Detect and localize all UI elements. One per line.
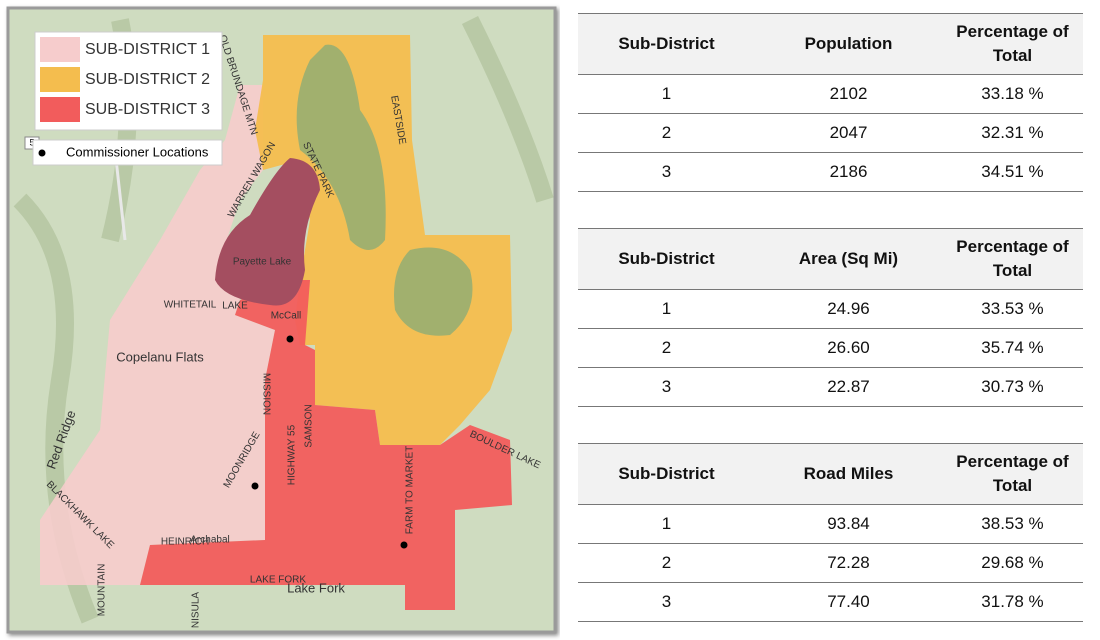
table-cell: 24.96 bbox=[755, 289, 942, 329]
header-row: Sub-District Road Miles Percentage of Tota… bbox=[578, 443, 1083, 505]
legend-swatch bbox=[40, 37, 80, 62]
table-cell: 31.78 % bbox=[942, 582, 1083, 622]
table-row: 3 22.87 30.73 % bbox=[578, 367, 1083, 407]
table-cell: 35.74 % bbox=[942, 328, 1083, 368]
table-cell: 34.51 % bbox=[942, 152, 1083, 192]
table-cell: 1 bbox=[578, 289, 755, 329]
table-row: 1 2102 33.18 % bbox=[578, 74, 1083, 114]
table-cell: 2 bbox=[578, 543, 755, 583]
column-header: Percentage of Total bbox=[942, 228, 1083, 290]
legend-swatch bbox=[40, 67, 80, 92]
table-row: 2 72.28 29.68 % bbox=[578, 543, 1083, 583]
column-header: Population bbox=[755, 13, 942, 75]
map-label: McCall bbox=[271, 311, 302, 322]
table-row: 1 24.96 33.53 % bbox=[578, 289, 1083, 329]
legend-label: SUB-DISTRICT 2 bbox=[85, 71, 210, 88]
table-cell: 1 bbox=[578, 504, 755, 544]
column-header: Road Miles bbox=[755, 443, 942, 505]
legend-label: SUB-DISTRICT 3 bbox=[85, 101, 210, 118]
commissioner-dots bbox=[251, 335, 408, 549]
column-header: Area (Sq Mi) bbox=[755, 228, 942, 290]
table-cell: 1 bbox=[578, 74, 755, 114]
table-cell: 38.53 % bbox=[942, 504, 1083, 544]
commissioner-location bbox=[400, 541, 408, 549]
table-cell: 2 bbox=[578, 328, 755, 368]
map-label: FARM TO MARKET bbox=[405, 446, 416, 535]
sub-district-3 bbox=[140, 280, 512, 610]
legend-swatch bbox=[40, 97, 80, 122]
table-cell: 2186 bbox=[755, 152, 942, 192]
commissioner-legend bbox=[32, 139, 223, 166]
commissioner-label: Commissioner Locations bbox=[66, 144, 209, 159]
table-cell: 3 bbox=[578, 582, 755, 622]
map-label: MISSION bbox=[260, 373, 271, 415]
payette-lake bbox=[215, 158, 320, 306]
map-label: HIGHWAY 55 bbox=[287, 424, 298, 485]
table-cell: 29.68 % bbox=[942, 543, 1083, 583]
map-label: Payette Lake bbox=[233, 257, 292, 268]
column-header: Sub-District bbox=[578, 13, 755, 75]
map-label: Lake Fork bbox=[287, 580, 345, 595]
map-label: WHITETAIL bbox=[164, 300, 217, 311]
table-row: 3 77.40 31.78 % bbox=[578, 582, 1083, 622]
table-cell: 26.60 bbox=[755, 328, 942, 368]
legend: SUB-DISTRICT 1 SUB-DISTRICT 2 SUB-DISTRICT… bbox=[40, 37, 210, 122]
map-label: MOUNTAIN bbox=[97, 564, 108, 617]
table-cell: 93.84 bbox=[755, 504, 942, 544]
state-park bbox=[296, 44, 386, 250]
commissioner-location bbox=[286, 335, 294, 343]
map-label: NISULA bbox=[191, 592, 202, 628]
map-label: HEINRICH bbox=[161, 537, 209, 548]
park bbox=[394, 247, 473, 336]
table-cell: 72.28 bbox=[755, 543, 942, 583]
table-row: 3 2186 34.51 % bbox=[578, 152, 1083, 192]
map-label: SAMSON bbox=[304, 404, 315, 447]
sub-district-1 bbox=[40, 85, 275, 585]
column-header: Sub-District bbox=[578, 228, 755, 290]
table-cell: 77.40 bbox=[755, 582, 942, 622]
table-cell: 3 bbox=[578, 367, 755, 407]
legend-label: SUB-DISTRICT 1 bbox=[85, 41, 210, 58]
commissioner-symbol bbox=[38, 149, 46, 157]
map-label: LAKE bbox=[222, 301, 248, 312]
table-cell: 2047 bbox=[755, 113, 942, 153]
map-label: Copelanu Flats bbox=[116, 349, 204, 364]
commissioner-location bbox=[251, 482, 259, 490]
column-header: Sub-District bbox=[578, 443, 755, 505]
map-label: LAKE FORK bbox=[250, 575, 306, 586]
table-cell: 3 bbox=[578, 152, 755, 192]
data-table: Sub-District Population Percentage of Tota… bbox=[578, 13, 1083, 192]
header-row: Sub-District Area (Sq Mi) Percentage of To… bbox=[578, 228, 1083, 290]
data-table: Sub-District Area (Sq Mi) Percentage of To… bbox=[578, 228, 1083, 407]
header-row: Sub-District Population Percentage of Tota… bbox=[578, 13, 1083, 75]
table-cell: 33.18 % bbox=[942, 74, 1083, 114]
table-cell: 22.87 bbox=[755, 367, 942, 407]
data-table: Sub-District Road Miles Percentage of Tota… bbox=[578, 443, 1083, 622]
table-row: 2 26.60 35.74 % bbox=[578, 328, 1083, 368]
table-row: 1 93.84 38.53 % bbox=[578, 504, 1083, 544]
map-label: Archabal bbox=[190, 535, 229, 546]
table-cell: 33.53 % bbox=[942, 289, 1083, 329]
table-cell: 2 bbox=[578, 113, 755, 153]
route-shield-label: 5 bbox=[29, 137, 34, 147]
table-cell: 32.31 % bbox=[942, 113, 1083, 153]
table-cell: 2102 bbox=[755, 74, 942, 114]
table-cell: 30.73 % bbox=[942, 367, 1083, 407]
table-row: 2 2047 32.31 % bbox=[578, 113, 1083, 153]
column-header: Percentage of Total bbox=[942, 443, 1083, 505]
column-header: Percentage of Total bbox=[942, 13, 1083, 75]
